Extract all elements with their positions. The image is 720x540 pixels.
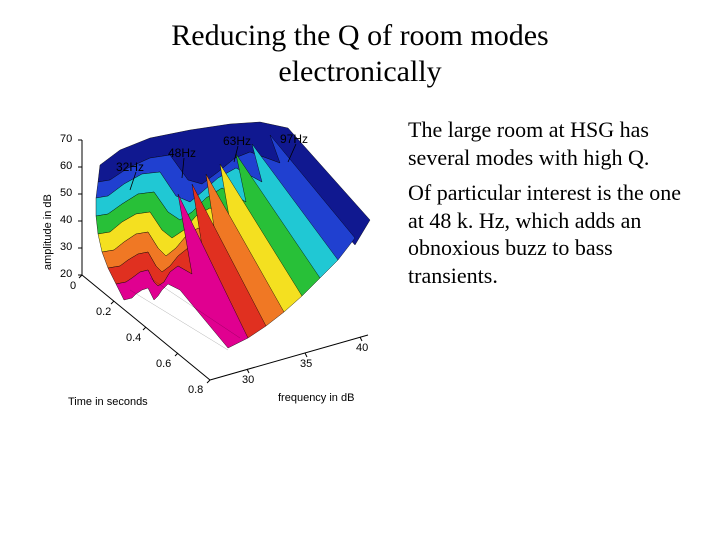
annot-63hz: 63Hz xyxy=(223,134,251,148)
x-tick-3: 0.6 xyxy=(156,358,171,370)
x-tick-4: 0.8 xyxy=(188,384,203,396)
y-tick-1: 35 xyxy=(300,358,312,370)
annot-48hz: 48Hz xyxy=(168,146,196,160)
z-tick-4: 60 xyxy=(60,160,72,172)
z-tick-5: 70 xyxy=(60,133,72,145)
z-tick-0: 20 xyxy=(60,268,72,280)
y-tick-2: 40 xyxy=(356,342,368,354)
z-tick-1: 30 xyxy=(60,241,72,253)
paragraph-1: The large room at HSG has several modes … xyxy=(408,116,700,171)
surface-chart-svg xyxy=(20,110,390,410)
page-title: Reducing the Q of room modes electronica… xyxy=(0,0,720,90)
paragraph-2: Of particular interest is the one at 48 … xyxy=(408,179,700,289)
x-tick-0: 0 xyxy=(70,280,76,292)
z-tick-3: 50 xyxy=(60,187,72,199)
z-tick-2: 40 xyxy=(60,214,72,226)
x-axis-label: Time in seconds xyxy=(68,396,148,408)
annot-32hz: 32Hz xyxy=(116,160,144,174)
title-line-2: electronically xyxy=(278,55,441,88)
x-tick-2: 0.4 xyxy=(126,332,141,344)
content-row: 20 30 40 50 60 70 0 0.2 0.4 0.6 0.8 30 3… xyxy=(0,90,720,410)
y-tick-0: 30 xyxy=(242,374,254,386)
y-axis-label: frequency in dB xyxy=(278,392,354,404)
title-line-1: Reducing the Q of room modes xyxy=(171,19,548,52)
body-text: The large room at HSG has several modes … xyxy=(408,110,700,410)
z-axis-label: amplitude in dB xyxy=(42,194,54,270)
annot-97hz: 97Hz xyxy=(280,132,308,146)
x-tick-1: 0.2 xyxy=(96,306,111,318)
surface-chart: 20 30 40 50 60 70 0 0.2 0.4 0.6 0.8 30 3… xyxy=(20,110,390,410)
